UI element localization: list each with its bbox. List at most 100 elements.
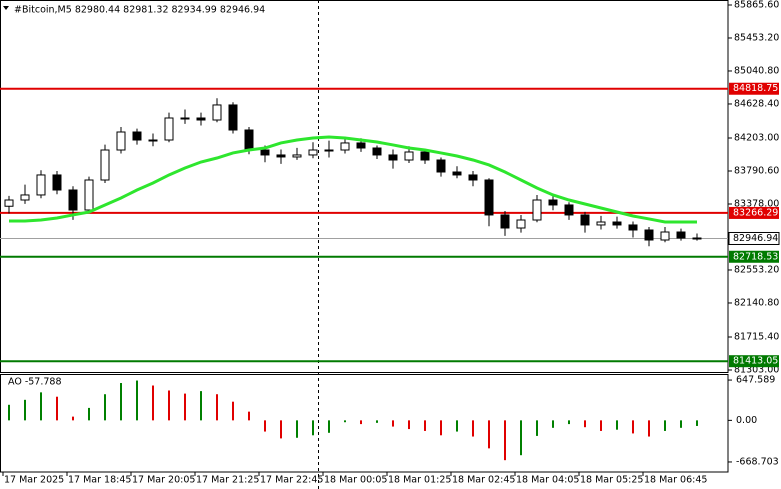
candle-body	[244, 129, 254, 151]
ao-bar	[408, 420, 410, 430]
level-label-box	[729, 355, 779, 368]
candle-body	[180, 117, 190, 120]
x-tick-label: 18 Mar 05:25	[580, 475, 643, 486]
price-panel-frame	[0, 0, 729, 373]
candle-body	[420, 151, 430, 161]
ao-bar	[344, 420, 346, 423]
x-tick-label: 18 Mar 04:05	[516, 475, 579, 486]
ao-bar	[520, 420, 522, 456]
ao-bar	[72, 416, 74, 421]
title-icon	[3, 6, 9, 10]
candle-body	[548, 199, 558, 206]
candle-body	[436, 159, 446, 173]
candle-body	[532, 199, 542, 221]
last-price-box	[728, 231, 780, 245]
ao-bar	[296, 420, 298, 438]
level-label: 82718.53	[733, 251, 778, 262]
ao-bar	[504, 420, 506, 461]
ao-bar	[696, 420, 698, 426]
ao-bar	[24, 399, 26, 421]
ao-bar	[648, 420, 650, 437]
ao-bar	[40, 392, 42, 421]
x-tick-label: 18 Mar 06:45	[644, 475, 707, 486]
ao-panel-frame	[0, 374, 729, 473]
y-tick-label: 85865.60	[734, 0, 779, 10]
candle-body	[100, 149, 110, 181]
y-tick-label: 81715.40	[734, 332, 779, 343]
candle-body	[196, 117, 206, 121]
ao-bar	[568, 420, 570, 425]
candle-body	[644, 229, 654, 241]
y-tick-label: 0.00	[736, 415, 757, 426]
candle-body	[388, 154, 398, 161]
ao-bar	[536, 420, 538, 436]
candle-body	[356, 142, 366, 149]
candle-body	[404, 151, 414, 161]
candle-body	[132, 131, 142, 141]
level-label-box	[729, 206, 779, 219]
candle-body	[676, 231, 686, 239]
candle-body	[324, 149, 334, 152]
ao-bar	[392, 420, 394, 427]
candle-body	[596, 221, 606, 226]
ao-bar	[616, 420, 618, 430]
ao-bar	[168, 390, 170, 421]
ao-panel	[8, 380, 698, 461]
ao-bar	[280, 420, 282, 439]
ao-bar	[232, 401, 234, 421]
candle-body	[308, 149, 318, 156]
candle-body	[692, 237, 702, 240]
ao-bar	[664, 420, 666, 431]
candle-body	[84, 179, 94, 211]
candle-body	[276, 154, 286, 158]
y-tick-label: 647.589	[736, 375, 775, 386]
ao-bar	[472, 420, 474, 437]
level-label: 81413.05	[733, 356, 778, 367]
candle-body	[516, 219, 526, 229]
x-tick-label: 17 Mar 21:25	[196, 475, 259, 486]
ao-bar	[632, 420, 634, 434]
x-tick-label: 18 Mar 01:25	[388, 475, 451, 486]
x-tick-label: 18 Mar 00:05	[324, 475, 387, 486]
candle-body	[580, 214, 590, 226]
ao-bar	[200, 391, 202, 421]
candle-body	[116, 131, 126, 151]
chart-title: #Bitcoin,M5 82980.44 82981.32 82934.99 8…	[14, 5, 265, 16]
level-label: 83266.29	[733, 207, 778, 218]
candle-body	[68, 189, 78, 211]
x-tick-label: 17 Mar 2025	[4, 475, 64, 486]
ao-bar	[184, 393, 186, 421]
y-tick-label: 82553.20	[734, 264, 779, 275]
ao-bar	[488, 420, 490, 449]
ao-bar	[56, 396, 58, 421]
candle-body	[228, 104, 238, 131]
candle-body	[4, 199, 14, 207]
y-tick-label: -668.703	[736, 456, 779, 467]
x-tick-label: 18 Mar 02:45	[452, 475, 515, 486]
ao-bar	[424, 420, 426, 431]
ao-bar	[264, 420, 266, 432]
candle-body	[628, 224, 638, 231]
candle-body	[452, 171, 462, 176]
candle-body	[340, 142, 350, 151]
ao-bar	[456, 420, 458, 432]
candle-body	[164, 117, 174, 141]
last-price-label: 82946.94	[733, 233, 778, 244]
ao-bar	[104, 394, 106, 421]
ao-bar	[328, 420, 330, 433]
candle-body	[36, 174, 46, 196]
y-tick-label: 85040.80	[734, 65, 779, 76]
ao-title: AO -57.788	[8, 377, 62, 388]
candle-body	[500, 214, 510, 229]
ao-bar	[216, 394, 218, 421]
candle-body	[52, 174, 62, 191]
ao-bar	[8, 404, 10, 421]
y-tick-label: 84203.00	[734, 133, 779, 144]
x-tick-label: 17 Mar 20:05	[132, 475, 195, 486]
ao-bar	[680, 420, 682, 428]
y-tick-label: 83378.00	[734, 199, 779, 210]
level-label-box	[729, 250, 779, 263]
